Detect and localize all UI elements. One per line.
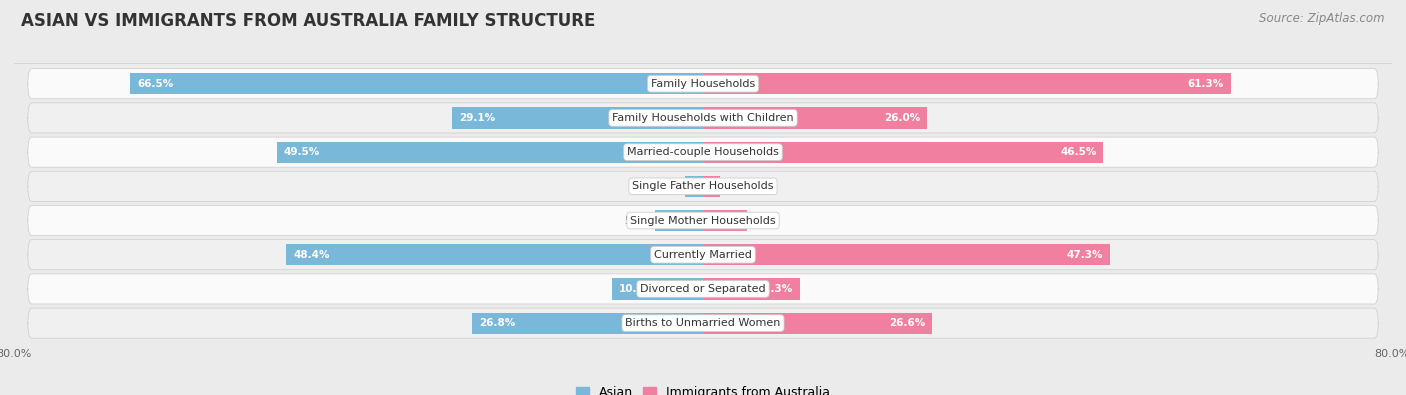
Bar <box>703 141 1104 163</box>
Text: Single Mother Households: Single Mother Households <box>630 216 776 226</box>
FancyBboxPatch shape <box>28 274 1378 304</box>
Text: 2.1%: 2.1% <box>654 181 681 191</box>
Text: 61.3%: 61.3% <box>1188 79 1225 89</box>
Text: 2.0%: 2.0% <box>724 181 751 191</box>
Text: 48.4%: 48.4% <box>292 250 329 260</box>
FancyBboxPatch shape <box>28 69 1378 99</box>
Text: 29.1%: 29.1% <box>460 113 495 123</box>
Text: 10.6%: 10.6% <box>619 284 655 294</box>
Text: Births to Unmarried Women: Births to Unmarried Women <box>626 318 780 328</box>
Text: Family Households: Family Households <box>651 79 755 89</box>
Text: Family Households with Children: Family Households with Children <box>612 113 794 123</box>
FancyBboxPatch shape <box>28 308 1378 338</box>
Text: 26.0%: 26.0% <box>884 113 920 123</box>
Text: 5.6%: 5.6% <box>624 216 651 226</box>
Text: 11.3%: 11.3% <box>758 284 793 294</box>
Bar <box>703 244 1111 265</box>
FancyBboxPatch shape <box>28 137 1378 167</box>
Bar <box>287 244 703 265</box>
Text: 26.8%: 26.8% <box>479 318 516 328</box>
Bar <box>612 278 703 299</box>
Text: 66.5%: 66.5% <box>138 79 173 89</box>
Bar <box>453 107 703 128</box>
Text: 46.5%: 46.5% <box>1060 147 1097 157</box>
Bar <box>655 210 703 231</box>
Bar <box>703 107 927 128</box>
Bar <box>703 312 932 334</box>
FancyBboxPatch shape <box>28 171 1378 201</box>
FancyBboxPatch shape <box>28 205 1378 235</box>
Bar <box>703 73 1230 94</box>
FancyBboxPatch shape <box>28 103 1378 133</box>
Text: Currently Married: Currently Married <box>654 250 752 260</box>
Bar <box>472 312 703 334</box>
Text: ASIAN VS IMMIGRANTS FROM AUSTRALIA FAMILY STRUCTURE: ASIAN VS IMMIGRANTS FROM AUSTRALIA FAMIL… <box>21 12 596 30</box>
Text: 49.5%: 49.5% <box>284 147 319 157</box>
FancyBboxPatch shape <box>28 240 1378 270</box>
Bar <box>131 73 703 94</box>
Bar <box>277 141 703 163</box>
Text: 47.3%: 47.3% <box>1067 250 1104 260</box>
Bar <box>703 278 800 299</box>
Text: Divorced or Separated: Divorced or Separated <box>640 284 766 294</box>
Text: Single Father Households: Single Father Households <box>633 181 773 191</box>
Text: Source: ZipAtlas.com: Source: ZipAtlas.com <box>1260 12 1385 25</box>
Bar <box>703 176 720 197</box>
Text: 5.1%: 5.1% <box>751 216 778 226</box>
Text: 26.6%: 26.6% <box>889 318 925 328</box>
Text: Married-couple Households: Married-couple Households <box>627 147 779 157</box>
Legend: Asian, Immigrants from Australia: Asian, Immigrants from Australia <box>576 386 830 395</box>
Bar <box>685 176 703 197</box>
Bar <box>703 210 747 231</box>
